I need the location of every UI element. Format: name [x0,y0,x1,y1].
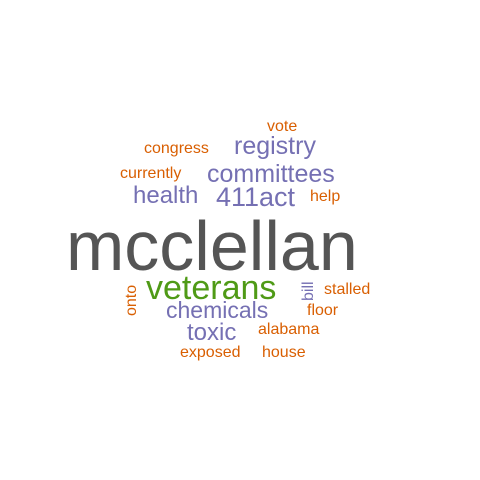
word-411act: 411act [216,182,296,212]
word-exposed: exposed [180,344,241,361]
word-floor: floor [307,302,339,319]
word-registry: registry [234,132,316,160]
word-toxic: toxic [187,319,237,346]
word-congress: congress [144,140,209,157]
word-veterans: veterans [146,269,277,307]
word-mcclellan: mcclellan [66,207,358,285]
word-onto: onto [123,284,140,316]
word-alabama: alabama [258,321,320,338]
word-health: health [133,182,199,209]
word-committees: committees [207,160,335,188]
word-currently: currently [120,165,182,182]
word-vote: vote [267,118,298,135]
word-chemicals: chemicals [166,297,269,323]
word-help: help [310,188,341,205]
word-bill: bill [300,281,317,301]
word-house: house [262,344,306,361]
word-stalled: stalled [324,281,371,298]
